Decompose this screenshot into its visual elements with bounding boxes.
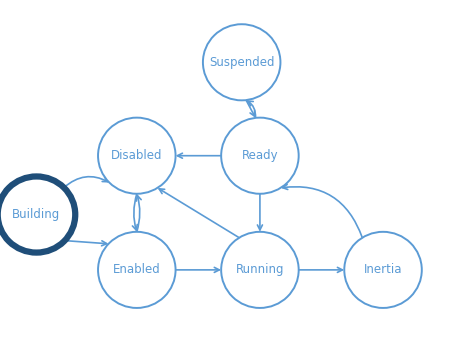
Text: Building: Building [12,208,61,221]
FancyArrowPatch shape [132,194,137,230]
FancyArrowPatch shape [282,184,362,238]
Text: Inertia: Inertia [363,263,401,276]
Ellipse shape [98,118,175,194]
FancyArrowPatch shape [159,189,239,238]
Ellipse shape [98,232,175,308]
FancyArrowPatch shape [246,100,254,116]
Text: Disabled: Disabled [111,149,162,162]
Ellipse shape [344,232,421,308]
FancyArrowPatch shape [136,195,141,232]
FancyArrowPatch shape [257,194,262,230]
FancyArrowPatch shape [247,101,255,118]
FancyArrowPatch shape [64,177,107,188]
Ellipse shape [221,232,298,308]
FancyArrowPatch shape [175,267,219,272]
FancyArrowPatch shape [65,240,106,246]
Text: Suspended: Suspended [208,56,274,69]
Text: Running: Running [235,263,283,276]
FancyArrowPatch shape [298,267,342,272]
FancyArrowPatch shape [177,153,221,158]
Ellipse shape [0,176,75,253]
Ellipse shape [221,118,298,194]
Ellipse shape [202,24,280,100]
Text: Enabled: Enabled [113,263,160,276]
Text: Ready: Ready [241,149,278,162]
